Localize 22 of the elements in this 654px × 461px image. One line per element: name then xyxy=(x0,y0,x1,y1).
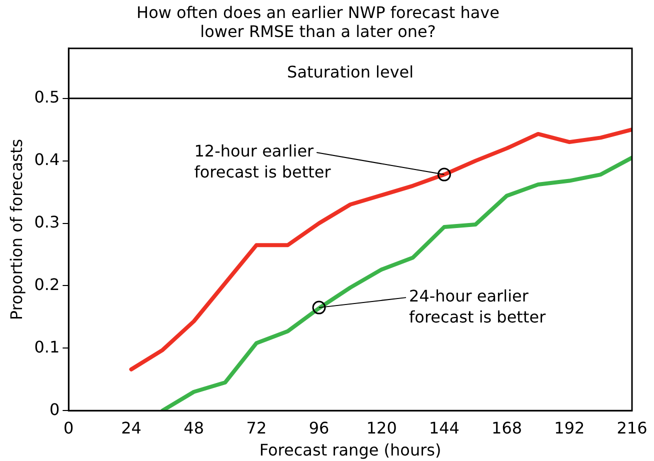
y-tick-label: 0 xyxy=(49,400,60,419)
ref-line-label: Saturation level xyxy=(287,62,414,82)
y-axis-title: Proportion of forecasts xyxy=(6,138,26,320)
x-tick-label: 120 xyxy=(366,418,397,438)
annotation: 12-hour earlier forecast is better xyxy=(194,142,332,182)
annotation: 24-hour earlier forecast is better xyxy=(409,286,546,327)
chart-title: How often does an earlier NWP forecast have lower RMSE than a later one? xyxy=(136,2,500,41)
x-tick-label: 96 xyxy=(308,418,330,438)
x-tick-label: 0 xyxy=(64,418,74,438)
x-tick-label: 168 xyxy=(492,418,522,438)
x-tick-label: 192 xyxy=(554,418,585,438)
x-tick-label: 144 xyxy=(428,418,460,438)
y-tick-label: 0.2 xyxy=(34,274,60,294)
x-tick-label: 216 xyxy=(616,418,648,438)
x-tick-label: 48 xyxy=(184,418,204,438)
y-tick-label: 0.3 xyxy=(34,212,60,232)
y-tick-label: 0.5 xyxy=(34,88,60,107)
x-tick-label: 72 xyxy=(246,418,267,438)
y-tick-label: 0.4 xyxy=(34,150,60,169)
x-axis-title: Forecast range (hours) xyxy=(259,440,442,460)
y-tick-label: 0.1 xyxy=(34,337,60,356)
x-tick-label: 24 xyxy=(121,418,142,438)
